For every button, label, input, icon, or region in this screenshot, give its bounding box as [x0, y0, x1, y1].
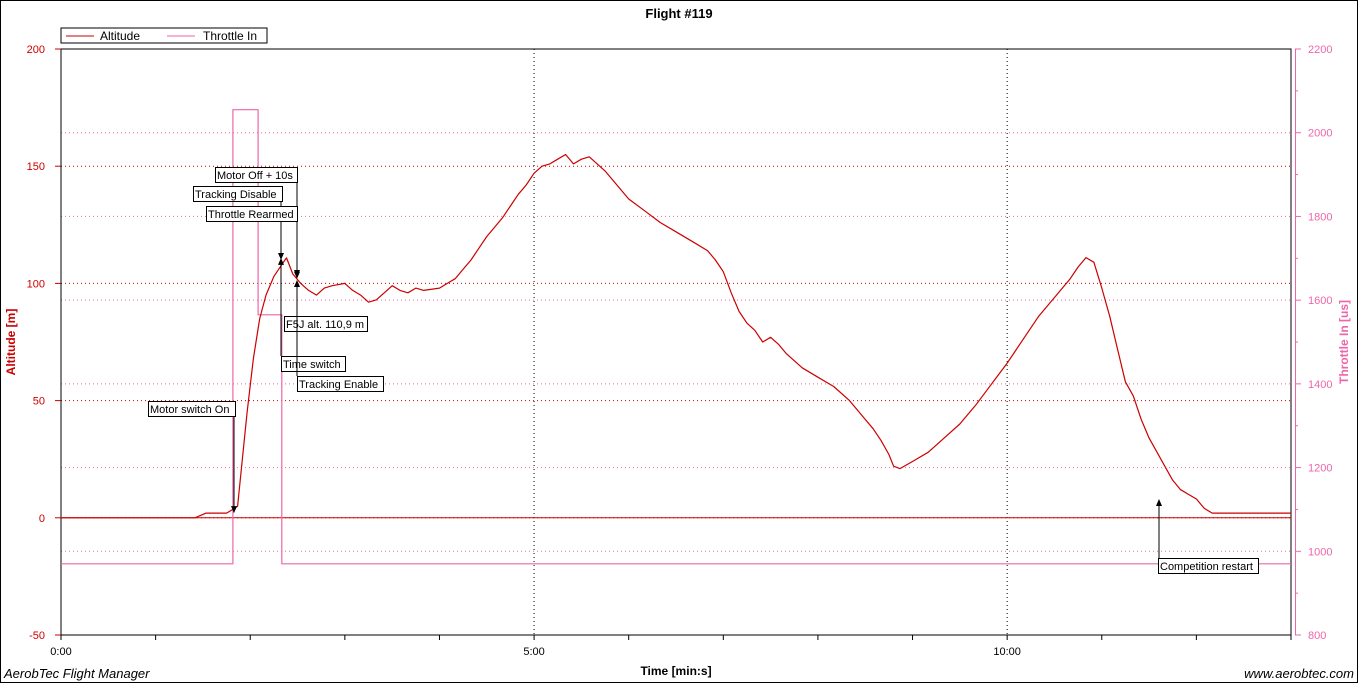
- right-tick-label: 800: [1308, 630, 1326, 642]
- annotation-arrowhead: [278, 257, 284, 265]
- annotation-label: Competition restart: [1160, 561, 1253, 573]
- altitude-series: [61, 153, 1291, 519]
- annotation-label: Tracking Enable: [299, 379, 378, 391]
- left-tick-label: 0: [39, 513, 45, 525]
- annotation-box: [148, 401, 236, 417]
- annotation-label: Throttle Rearmed: [208, 209, 294, 221]
- left-tick-label: 50: [33, 396, 45, 408]
- left-axis-label: Altitude [m]: [4, 309, 18, 376]
- right-tick-label: 1000: [1308, 546, 1332, 558]
- annotations: Motor switch On Tracking Disable Motor Off…: [148, 167, 1259, 574]
- x-axis-ticks: 0:00 5:00 10:00: [50, 635, 1292, 658]
- x-axis-label: Time [min:s]: [640, 664, 711, 678]
- annotation-label: Tracking Disable: [195, 189, 277, 201]
- annotation-box: [1158, 558, 1259, 574]
- annotation-label: Motor Off + 10s: [217, 170, 293, 182]
- left-tick-label: 200: [27, 44, 45, 56]
- right-axis-ticks: 2200 2000 1800 1600 1400 1200 1000 800: [1295, 44, 1332, 642]
- right-tick-label: 1600: [1308, 295, 1332, 307]
- annotation-box: [297, 376, 384, 392]
- annotation-arrowhead: [294, 280, 300, 287]
- left-tick-label: 150: [27, 161, 45, 173]
- footer-website: www.aerobtec.com: [1244, 666, 1354, 681]
- legend: Altitude Throttle In: [60, 27, 268, 44]
- chart-title: Flight #119: [645, 6, 712, 21]
- right-tick-label: 2000: [1308, 128, 1332, 140]
- x-tick-label: 5:00: [523, 646, 544, 658]
- footer-app-name: AerobTec Flight Manager: [3, 666, 150, 681]
- annotation-box: [206, 206, 298, 222]
- legend-label-altitude: Altitude: [100, 29, 140, 43]
- x-tick-label: 0:00: [50, 646, 71, 658]
- plot-area-border: [60, 48, 1292, 636]
- annotation-arrowhead: [278, 252, 284, 260]
- right-tick-label: 1800: [1308, 211, 1332, 223]
- right-tick-label: 1200: [1308, 463, 1332, 475]
- annotation-box: [215, 167, 298, 183]
- legend-label-throttle: Throttle In: [203, 29, 257, 43]
- legend-box: [60, 27, 268, 44]
- x-tick-label: 10:00: [993, 646, 1021, 658]
- altitude-line: [61, 153, 1291, 519]
- annotation-arrowhead: [294, 270, 300, 277]
- annotation-label: Motor switch On: [150, 404, 229, 416]
- left-tick-label: 100: [27, 278, 45, 290]
- right-axis-label: Throttle In [us]: [1337, 300, 1351, 384]
- left-tick-label: -50: [29, 630, 45, 642]
- right-tick-label: 2200: [1308, 44, 1332, 56]
- left-axis-ticks: 200 150 100 50 0 -50: [27, 44, 61, 642]
- annotation-arrowhead: [231, 506, 237, 514]
- right-tick-label: 1400: [1308, 379, 1332, 391]
- annotation-box: [193, 186, 283, 202]
- annotation-box: [284, 316, 368, 332]
- annotation-arrowhead: [1156, 499, 1162, 507]
- annotation-label: F5J alt. 110,9 m: [286, 319, 364, 331]
- annotation-label: Time switch: [283, 359, 341, 371]
